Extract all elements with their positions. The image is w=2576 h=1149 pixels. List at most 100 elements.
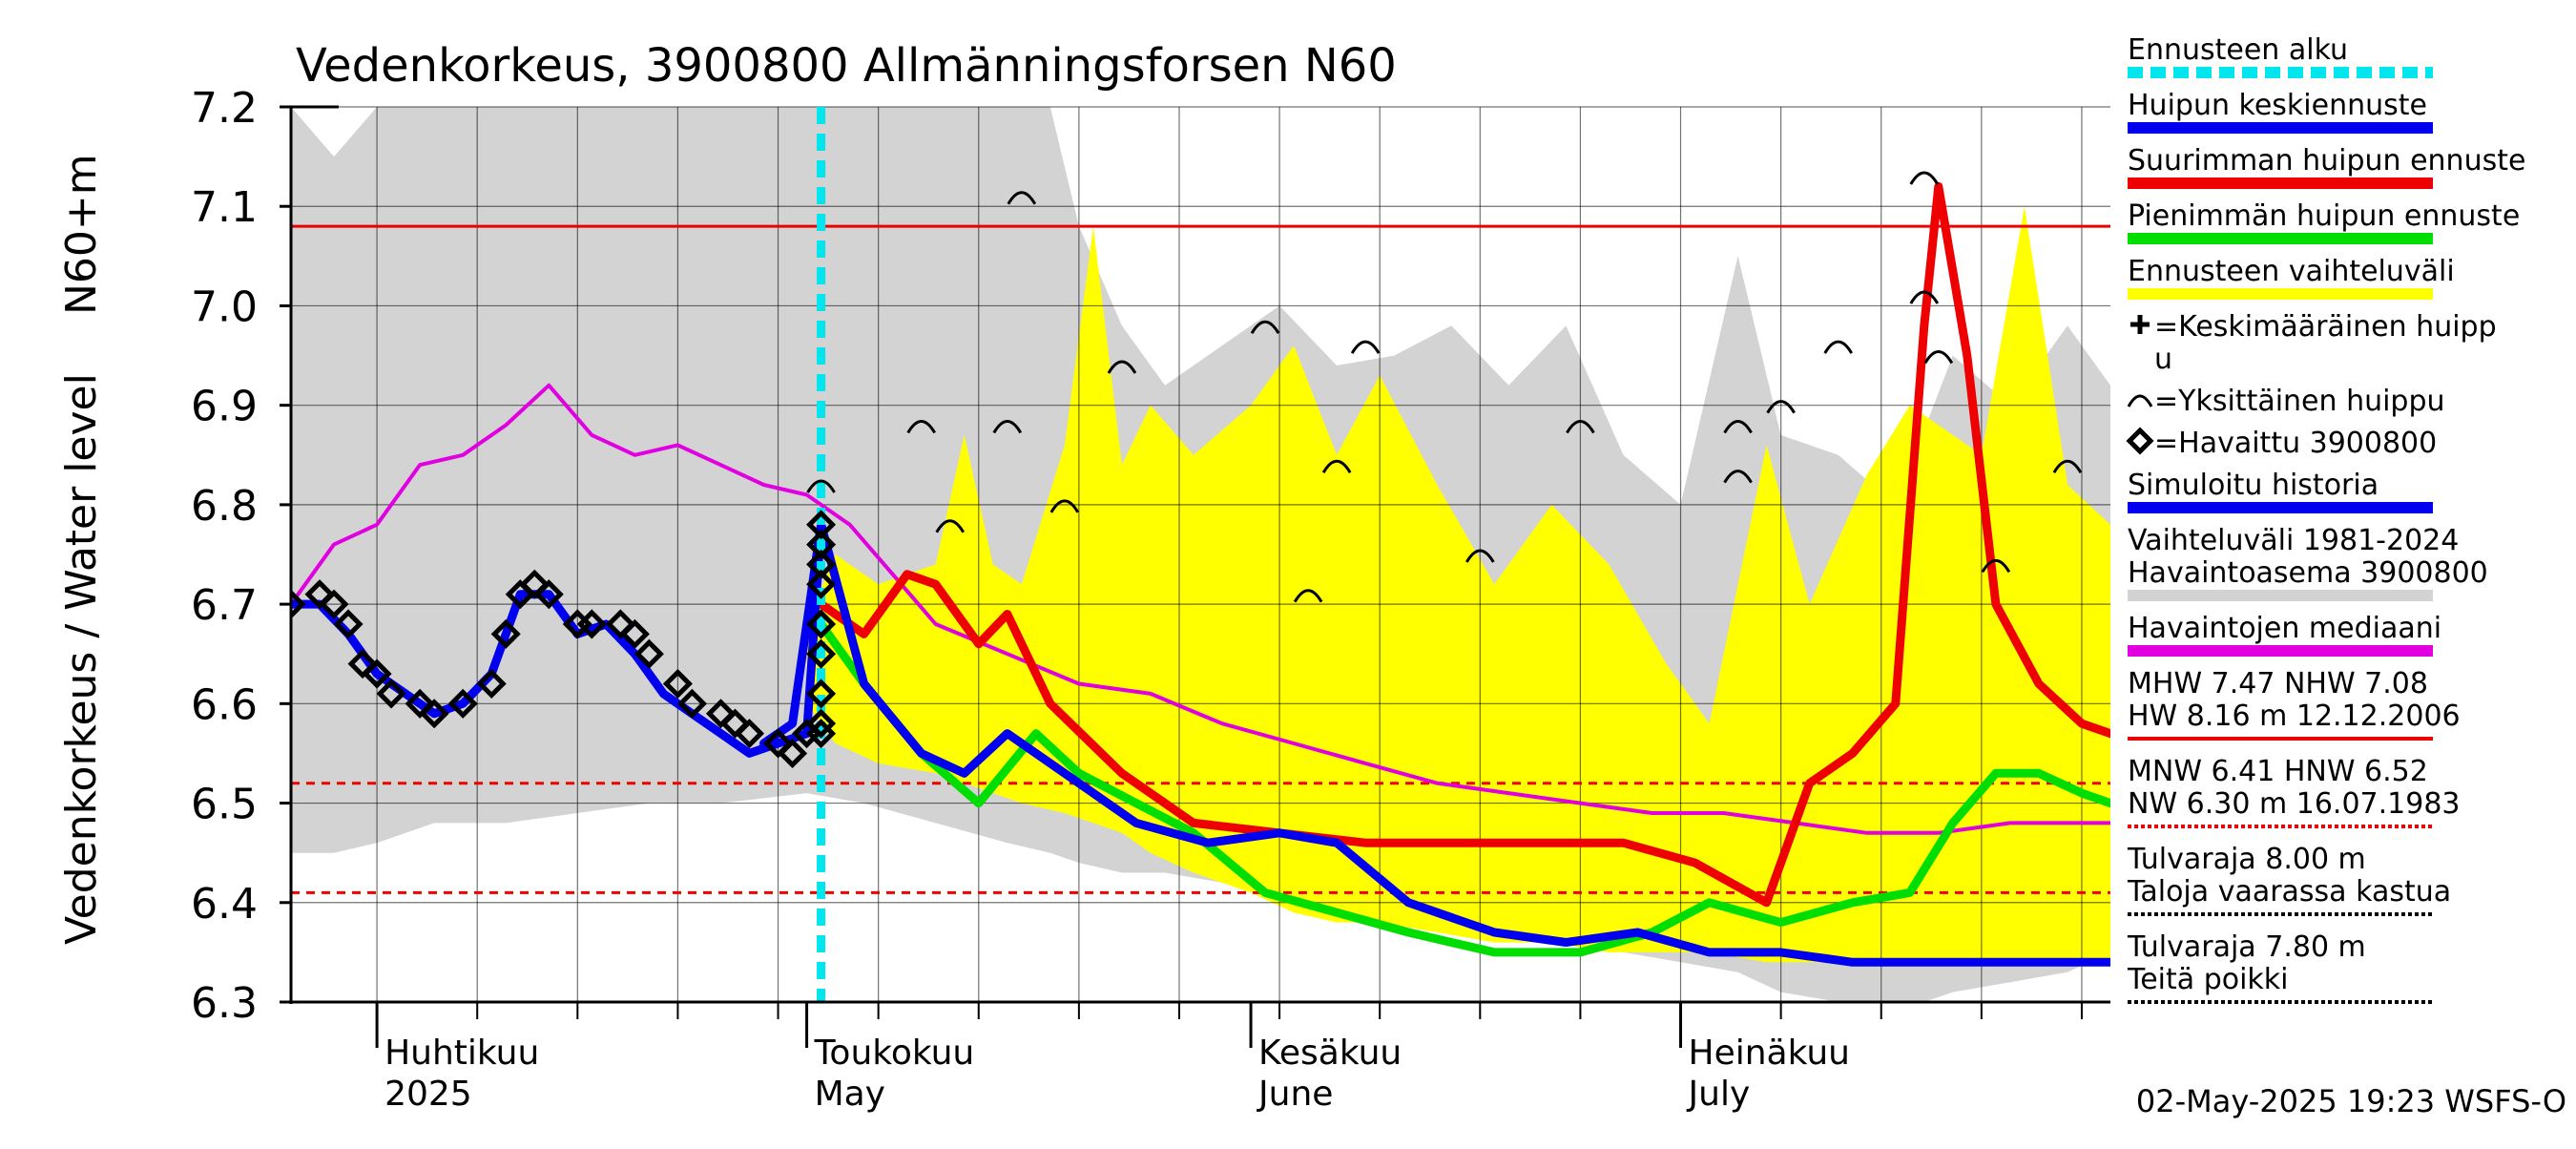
- month-label: Kesäkuu: [1258, 1034, 1402, 1073]
- observed-point: [576, 609, 607, 639]
- observed-point: [806, 510, 837, 540]
- month-label: Toukokuu: [814, 1034, 975, 1073]
- observed-point: [705, 699, 737, 729]
- observed-point: [806, 569, 837, 599]
- single-peak-marker: [1723, 420, 1753, 434]
- observed-point: [519, 569, 550, 599]
- single-peak-marker: [1923, 350, 1954, 365]
- legend-obs_marker-symbol: [2126, 427, 2154, 455]
- observed-point: [806, 638, 837, 669]
- observed-point: [476, 668, 507, 700]
- observed-point: [634, 638, 664, 669]
- single-peak-marker: [1107, 360, 1137, 374]
- single-peak-marker: [1766, 400, 1796, 414]
- y-tick-label: 6.4: [191, 880, 258, 929]
- single-peak-marker: [1909, 171, 1940, 185]
- single-peak-marker: [992, 420, 1023, 434]
- month-label-en: May: [815, 1075, 885, 1114]
- y-tick-label: 7.0: [191, 282, 258, 331]
- y-axis-label: Vedenkorkeus / Water level: [57, 373, 106, 945]
- legend-high_stats-label: MHW 7.47 NHW 7.08: [2128, 667, 2428, 700]
- legend-mean_peak-label: Huipun keskiennuste: [2128, 89, 2427, 122]
- observed-point: [778, 738, 808, 768]
- y-tick-label: 6.6: [191, 680, 258, 729]
- observed-point: [806, 609, 837, 639]
- legend-mean_marker-label: =Keskimääräinen huipp: [2154, 310, 2497, 344]
- single-peak-marker: [1293, 589, 1323, 603]
- legend-single_marker-label: =Yksittäinen huippu: [2154, 385, 2445, 418]
- observed-point: [419, 699, 449, 729]
- observed-point: [762, 728, 794, 759]
- forecast-range-band: [806, 206, 2110, 963]
- legend-median-label: Havaintojen mediaani: [2128, 612, 2441, 645]
- legend-min_peak-label: Pienimmän huipun ennuste: [2128, 199, 2520, 233]
- observed-point: [304, 579, 335, 610]
- legend-obs_marker-label: =Havaittu 3900800: [2154, 427, 2437, 460]
- legend-max_peak-label: Suurimman huipun ennuste: [2128, 144, 2525, 178]
- observed-point: [362, 658, 392, 689]
- legend-mean_marker-label2: u: [2154, 343, 2172, 376]
- month-label: Huhtikuu: [384, 1034, 539, 1073]
- single-peak-marker: [2052, 459, 2083, 473]
- y-tick-label: 6.9: [191, 383, 258, 431]
- legend-high_stats-label2: HW 8.16 m 12.12.2006: [2128, 700, 2461, 733]
- chart-title: Vedenkorkeus, 3900800 Allmänningsforsen …: [296, 39, 1397, 93]
- single-peak-marker: [1723, 470, 1753, 484]
- observed-point: [376, 679, 406, 709]
- month-label-en: July: [1687, 1075, 1751, 1114]
- observed-point: [347, 649, 378, 679]
- legend-flood2-label2: Teitä poikki: [2127, 963, 2289, 996]
- observed-point: [447, 688, 478, 719]
- observed-point: [719, 708, 751, 739]
- min-peak-forecast-line: [817, 619, 2110, 957]
- single-peak-marker: [935, 519, 966, 533]
- month-label-en: June: [1257, 1075, 1333, 1114]
- observed-point: [490, 618, 521, 649]
- y-tick-label: 7.2: [191, 84, 258, 133]
- y-tick-label: 6.8: [191, 482, 258, 531]
- single-peak-marker: [1909, 290, 1940, 304]
- observed-point: [806, 530, 837, 560]
- observed-point: [806, 679, 837, 709]
- observed-point: [806, 549, 837, 579]
- y-tick-label: 7.1: [191, 183, 258, 232]
- single-peak-marker: [906, 420, 936, 434]
- observed-point: [806, 708, 837, 739]
- month-label: Heinäkuu: [1689, 1034, 1850, 1073]
- observed-point: [605, 609, 635, 639]
- observed-point: [291, 589, 306, 619]
- legend-hist_band-label2: Havaintoasema 3900800: [2128, 556, 2488, 590]
- legend-flood1-label2: Taloja vaarassa kastua: [2127, 875, 2451, 909]
- median-line: [291, 383, 2110, 835]
- legend-flood2-label: Tulvaraja 7.80 m: [2127, 930, 2366, 964]
- observed-point: [806, 719, 837, 749]
- observed-point: [405, 688, 435, 719]
- single-peak-marker: [1566, 420, 1595, 434]
- single-peak-marker: [1981, 558, 2011, 574]
- timestamp: 02-May-2025 19:23 WSFS-O: [2136, 1083, 2566, 1119]
- single-peak-marker: [1321, 459, 1352, 473]
- legend-low_stats-label: MNW 6.41 HNW 6.52: [2128, 755, 2428, 788]
- single-peak-marker: [1049, 499, 1080, 513]
- observed-point: [676, 688, 707, 719]
- y-axis-unit-label: N60+m: [57, 154, 106, 315]
- legend-hist_band-label: Vaihteluväli 1981-2024: [2128, 524, 2459, 557]
- mean-peak-forecast-line: [759, 520, 2110, 967]
- observed-point: [662, 668, 693, 700]
- single-peak-marker: [1350, 340, 1381, 354]
- legend-forecast_band-label: Ennusteen vaihteluväli: [2128, 255, 2455, 288]
- observed-point: [619, 618, 650, 649]
- observed-point: [333, 609, 364, 639]
- legend-low_stats-label2: NW 6.30 m 16.07.1983: [2128, 787, 2461, 821]
- month-label-en: 2025: [384, 1075, 472, 1114]
- single-peak-marker: [806, 479, 836, 493]
- observed-point: [734, 719, 765, 749]
- single-peak-marker: [1250, 320, 1280, 335]
- y-tick-label: 6.7: [191, 581, 258, 630]
- legend-forecast_start-label: Ennusteen alku: [2128, 33, 2348, 67]
- legend-sim_history-label: Simuloitu historia: [2128, 469, 2379, 502]
- single-peak-marker: [1007, 191, 1037, 205]
- legend-mean_marker-symbol: [2130, 315, 2150, 334]
